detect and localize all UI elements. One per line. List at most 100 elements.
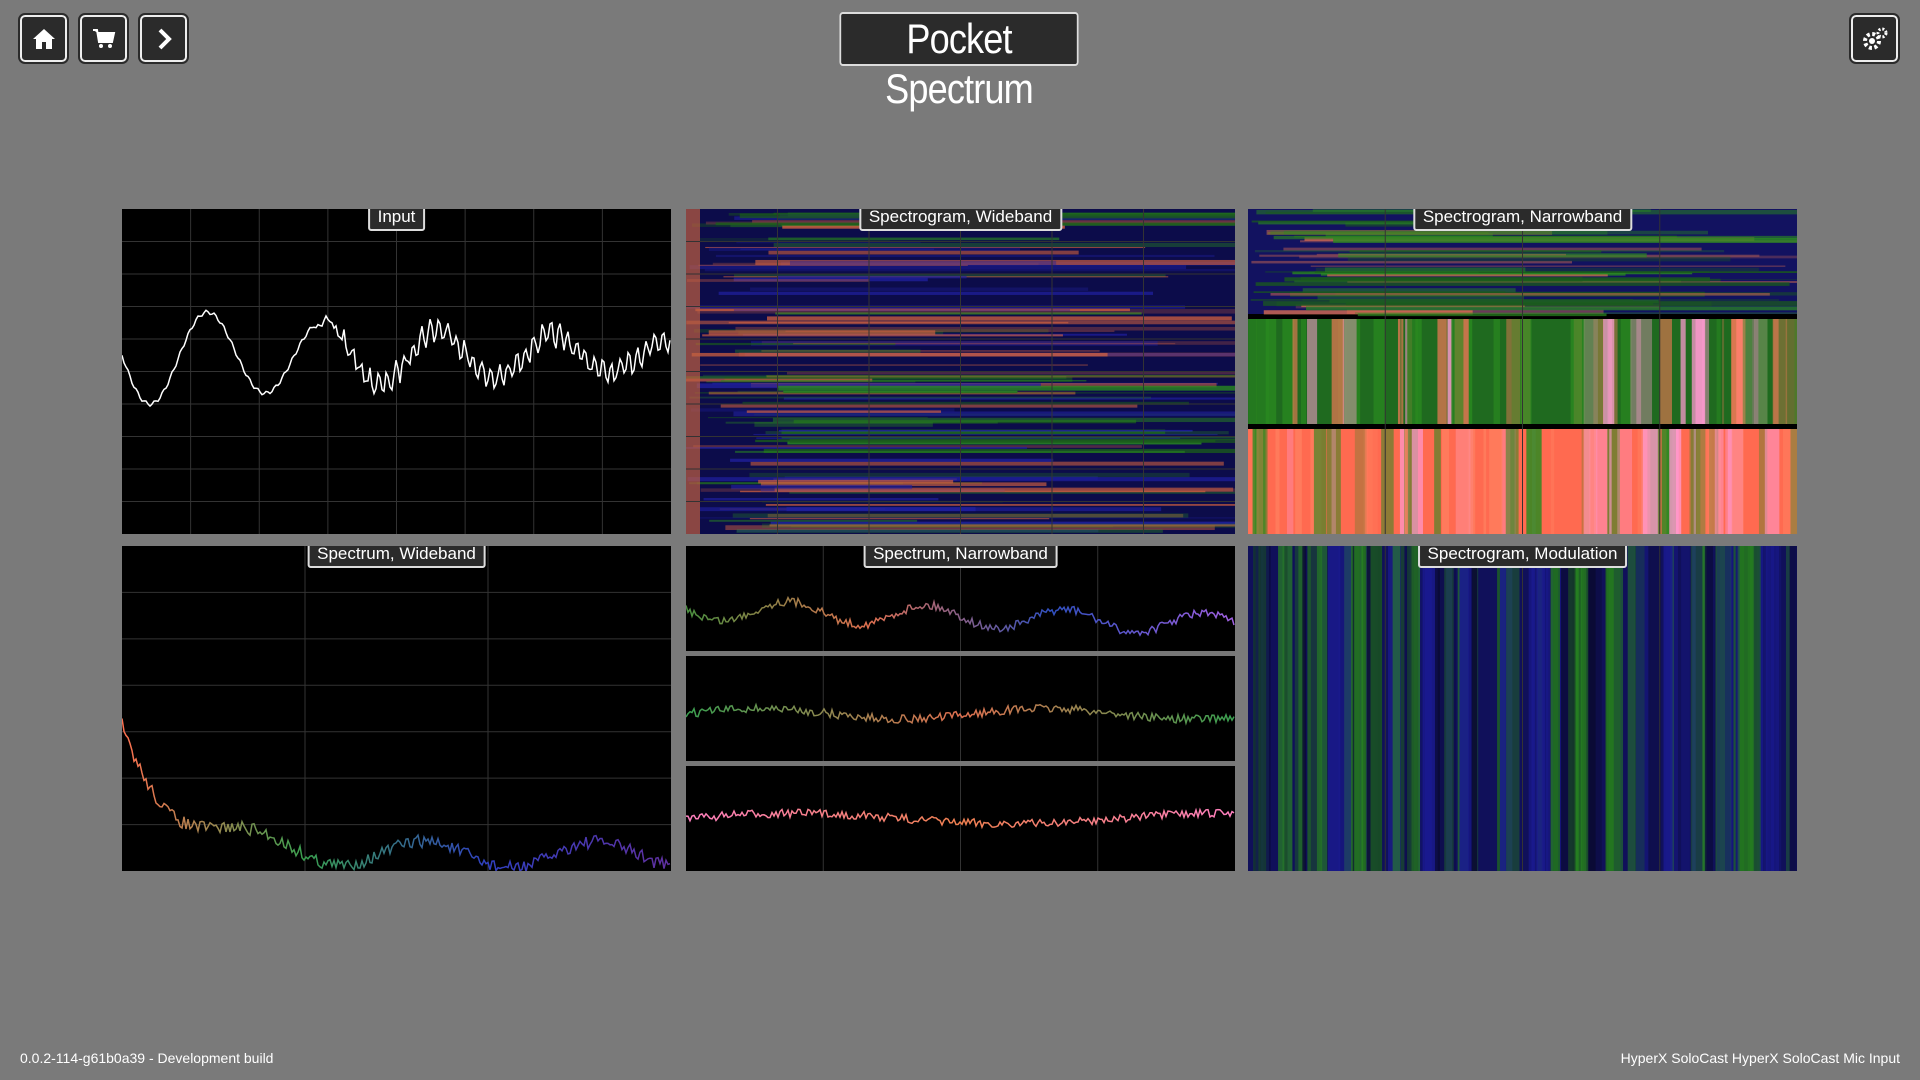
spectrogram-streak bbox=[1731, 319, 1746, 424]
spectrogram-streak bbox=[693, 445, 1142, 448]
spectrogram-streak bbox=[1574, 546, 1589, 871]
spectrogram-streak bbox=[1415, 319, 1422, 424]
spectrogram-streak bbox=[1593, 319, 1605, 424]
spectrogram-streak bbox=[1796, 546, 1797, 871]
panel-label: Spectrum, Narrowband bbox=[863, 546, 1058, 568]
arrow-icon bbox=[158, 28, 172, 49]
spectrogram-streak bbox=[1665, 546, 1673, 871]
spectrogram-streak bbox=[1722, 319, 1725, 424]
spectrogram-streak bbox=[1263, 301, 1797, 306]
spectrogram-streak bbox=[1446, 546, 1453, 871]
panel-label: Spectrum, Wideband bbox=[307, 546, 486, 568]
spectrogram-streak bbox=[1764, 429, 1780, 534]
spectrogram-streak bbox=[749, 472, 1190, 478]
spectrogram-streak bbox=[700, 364, 1088, 366]
spectrogram-streak bbox=[1366, 429, 1373, 534]
spectrogram-streak bbox=[753, 433, 1218, 436]
spectrogram-streak bbox=[1583, 319, 1598, 424]
spectrogram-streak bbox=[1290, 291, 1705, 297]
spectrogram-streak bbox=[1731, 429, 1744, 534]
spectrogram-streak bbox=[733, 277, 928, 282]
next-button[interactable] bbox=[138, 13, 189, 64]
spectrogram-streak bbox=[774, 487, 1234, 492]
spectrogram-streak bbox=[1251, 260, 1572, 264]
spectrogram-streak bbox=[1588, 546, 1602, 871]
spectrogram-streak bbox=[1253, 546, 1269, 871]
spectrogram-streak bbox=[767, 316, 1232, 321]
spectrogram-streak bbox=[699, 507, 1162, 512]
spectrogram-streak bbox=[1342, 319, 1357, 424]
spectrogram-streak bbox=[1689, 429, 1701, 534]
spectrogram-streak bbox=[1424, 546, 1435, 871]
spectrogram-streak bbox=[1455, 429, 1469, 534]
spectrogram-streak bbox=[1636, 319, 1653, 424]
spectrogram-streak bbox=[703, 497, 939, 501]
spectrogram-streak bbox=[1302, 546, 1307, 871]
spectrogram-streak bbox=[1401, 319, 1404, 424]
spectrogram-streak bbox=[1789, 546, 1796, 871]
spectrogram-streak bbox=[1506, 319, 1521, 424]
spectrogram-streak bbox=[1251, 220, 1497, 223]
spectrogram-streak bbox=[791, 525, 1113, 528]
spectrogram-streak bbox=[698, 264, 968, 266]
spectrogram-streak bbox=[1370, 546, 1383, 871]
spectrogram-streak bbox=[786, 371, 1235, 375]
settings-button[interactable] bbox=[1849, 13, 1900, 64]
plot-panel: Input bbox=[122, 209, 671, 534]
spectrogram-streak bbox=[699, 237, 890, 242]
shop-button[interactable] bbox=[78, 13, 129, 64]
spectrogram-streak bbox=[1747, 546, 1754, 871]
spectrogram-streak bbox=[777, 275, 967, 279]
spectrogram-streak bbox=[1536, 546, 1545, 871]
spectrogram-streak bbox=[712, 262, 1039, 266]
spectrogram-streak bbox=[1437, 546, 1440, 871]
spectrogram-streak bbox=[1250, 299, 1633, 301]
spectrogram-streak bbox=[1307, 546, 1311, 871]
plot-panel: Spectrum, Narrowband bbox=[686, 546, 1235, 871]
spectrogram-streak bbox=[735, 326, 1235, 331]
spectrogram-streak bbox=[1442, 429, 1450, 534]
spectrum-trace bbox=[686, 807, 1235, 830]
spectrogram-streak bbox=[1695, 319, 1705, 424]
spectrogram-streak bbox=[1526, 429, 1542, 534]
spectrogram-streak bbox=[783, 390, 1018, 394]
plot bbox=[122, 209, 671, 534]
spectrogram-streak bbox=[1328, 546, 1341, 871]
spectrogram-streak bbox=[751, 341, 1158, 346]
spectrogram-streak bbox=[1325, 233, 1493, 238]
spectrogram-streak bbox=[715, 254, 1215, 258]
spectrogram-streak bbox=[1468, 319, 1473, 424]
divider bbox=[686, 761, 1235, 766]
spectrogram-streak bbox=[1346, 309, 1604, 314]
spectrogram-streak bbox=[1254, 429, 1266, 534]
spectrogram-streak bbox=[718, 291, 1154, 295]
spectrogram-streak bbox=[1270, 230, 1608, 235]
spectrogram-streak bbox=[691, 352, 1108, 357]
spectrogram-streak bbox=[1338, 253, 1647, 258]
spectrogram-streak bbox=[702, 374, 1235, 377]
spectrogram-streak bbox=[1254, 249, 1725, 253]
spectrogram-streak bbox=[1344, 319, 1361, 424]
spectrogram-streak bbox=[1407, 319, 1419, 424]
spectrogram-streak bbox=[1630, 319, 1642, 424]
spectrogram-streak bbox=[736, 241, 921, 244]
spectrogram-streak bbox=[1354, 546, 1366, 871]
spectrogram-streak bbox=[789, 438, 1235, 444]
spectrogram-streak bbox=[768, 250, 1079, 255]
home-button[interactable] bbox=[18, 13, 69, 64]
spectrogram-streak bbox=[1605, 546, 1621, 871]
plot-panel: Spectrogram, Wideband bbox=[686, 209, 1235, 534]
spectrogram-streak bbox=[707, 416, 928, 419]
spectrogram-streak bbox=[1331, 429, 1336, 534]
spectrogram-streak bbox=[1765, 546, 1775, 871]
spectrogram-streak bbox=[1273, 235, 1797, 240]
spectrogram-streak bbox=[1253, 546, 1260, 871]
spectrogram-streak bbox=[773, 242, 1235, 248]
spectrogram-streak bbox=[1790, 429, 1797, 534]
plot-panel: Spectrum, Wideband bbox=[122, 546, 671, 871]
spectrogram-streak bbox=[1283, 230, 1708, 235]
spectrogram-streak bbox=[1742, 319, 1753, 424]
spectrogram-streak bbox=[1707, 429, 1717, 534]
spectrogram-streak bbox=[1301, 304, 1525, 308]
cart-icon bbox=[92, 28, 115, 48]
